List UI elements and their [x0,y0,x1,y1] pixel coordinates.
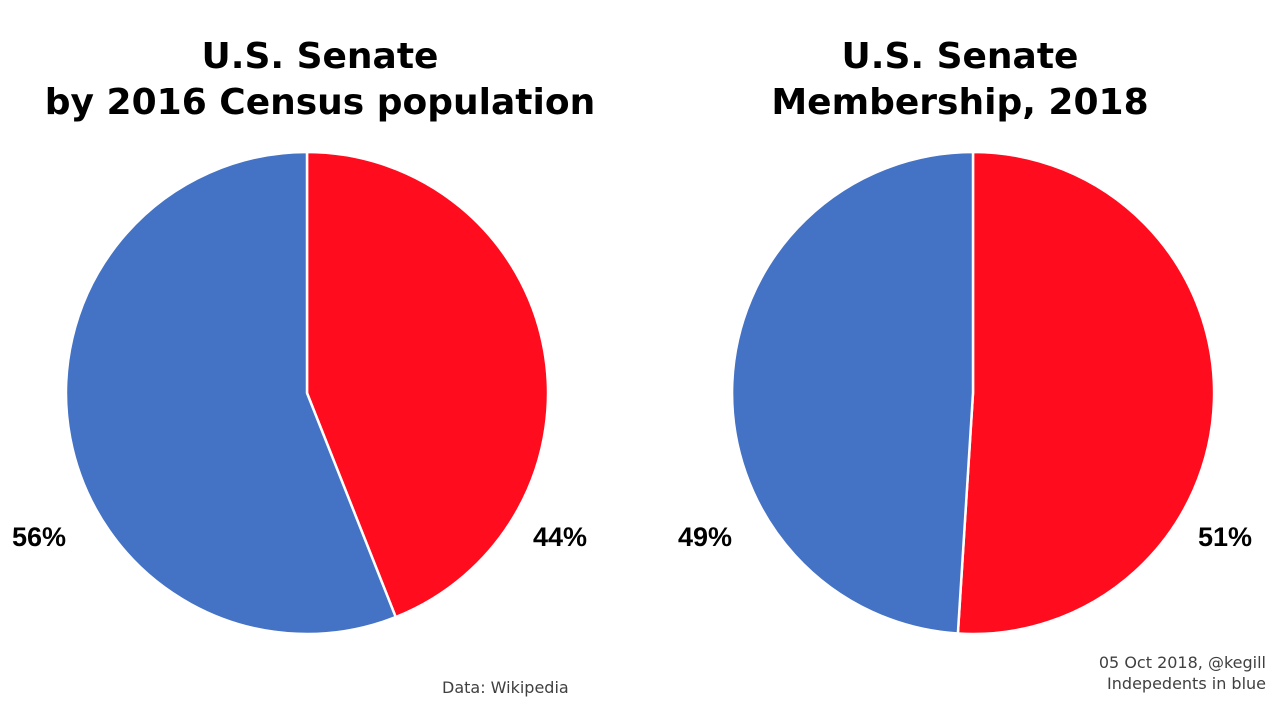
independents-note: Indepedents in blue [1107,674,1266,693]
pie-slice-49-percent [730,150,975,635]
slice-label-blue: 49% [678,522,733,552]
slice-label-red: 51% [1198,522,1253,552]
slice-label-blue: 56% [12,522,67,552]
date-credit: 05 Oct 2018, @kegill [1098,653,1266,672]
chart-title: U.S. Senate by 2016 Census population [0,34,640,126]
pie-chart [64,150,550,636]
chart-title-line: Membership, 2018 [771,82,1149,123]
chart-census-population: U.S. Senate by 2016 Census population 56… [0,34,640,697]
pie-chart [730,150,1216,636]
slice-label-red: 44% [533,522,588,552]
chart-title: U.S. Senate Membership, 2018 [640,34,1280,126]
data-source-note: Data: Wikipedia [442,678,569,697]
chart-title-line: U.S. Senate [841,36,1079,77]
credit-note: 05 Oct 2018, @kegill Indepedents in blue [1099,652,1266,694]
pie-slice-51-percent [956,150,1216,636]
chart-title-line: U.S. Senate [201,36,439,77]
chart-title-line: by 2016 Census population [44,82,596,123]
pie-slice-56-percent [64,150,397,636]
pie-slice-44-percent [305,150,550,619]
chart-senate-membership: U.S. Senate Membership, 2018 49% 51% 05 … [640,0,1280,720]
